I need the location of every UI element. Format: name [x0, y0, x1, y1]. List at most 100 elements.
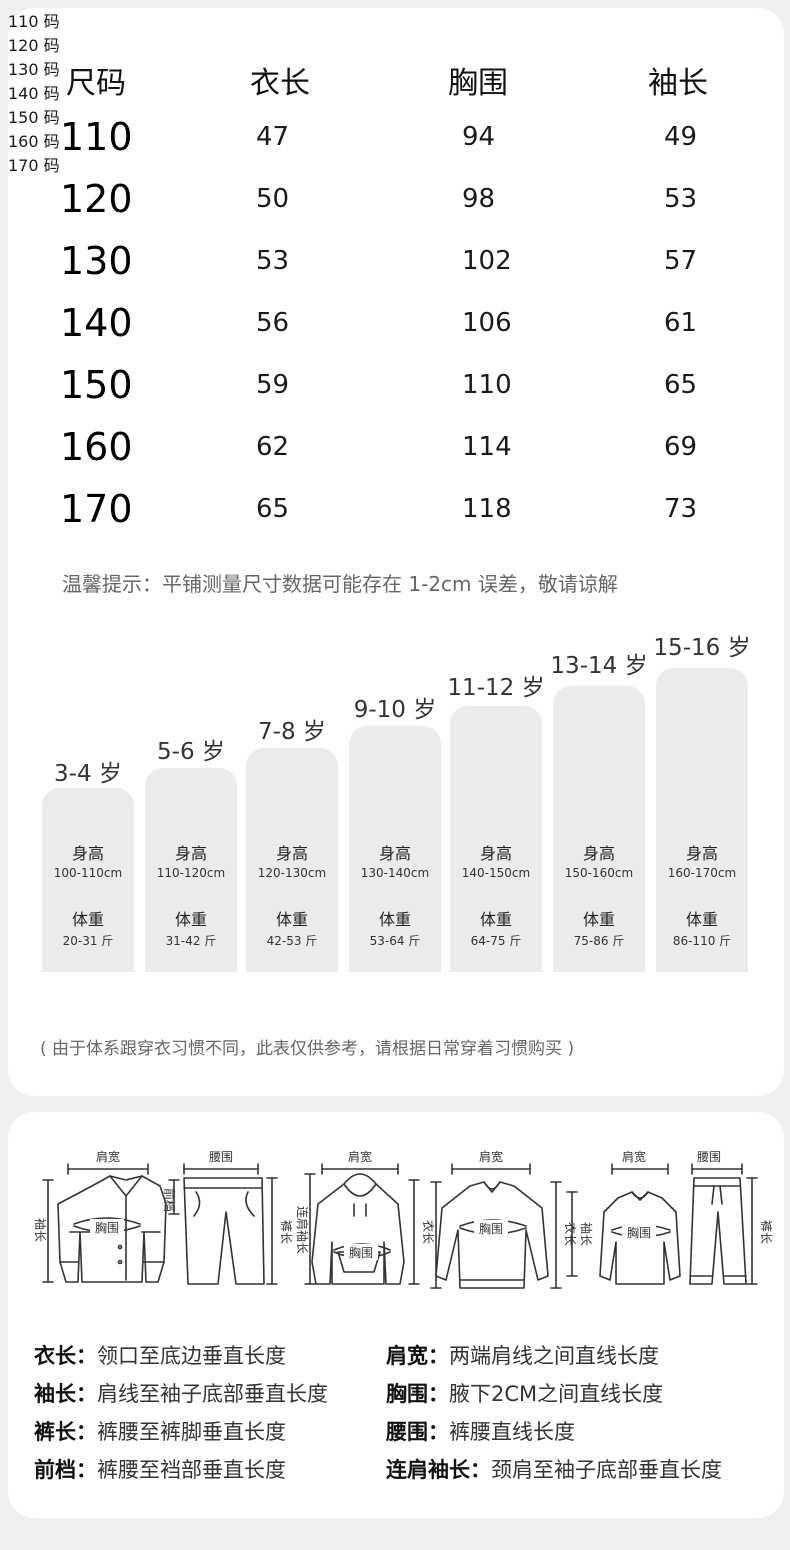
- definition-item: 腰围：裤腰直线长度: [386, 1420, 575, 1444]
- chest-cell: 114: [462, 432, 512, 462]
- table-row: 150 59 110 65: [8, 354, 784, 416]
- sleeve-label: 袖长: [33, 1218, 48, 1242]
- size-code: 170 码: [8, 156, 60, 175]
- header-sleeve: 袖长: [648, 66, 708, 101]
- sleeve-cell: 57: [664, 246, 698, 276]
- sleeve-cell: 53: [664, 184, 698, 214]
- hoodie-icon: [311, 1173, 405, 1285]
- guide-column: 7-8 岁 身高 120-130cm 体重 42-53 斤: [246, 712, 338, 972]
- definition-term: 胸围: [386, 1382, 428, 1406]
- front-rise-label: 前档: [162, 1188, 177, 1212]
- raglan-sleeve-label: 连肩袖长: [295, 1206, 310, 1254]
- definition-desc: 裤腰至裆部垂直长度: [97, 1458, 286, 1482]
- height-label: 身高: [174, 844, 207, 863]
- guide-column: 5-6 岁 身高 110-120cm 体重 31-42 斤: [145, 732, 237, 972]
- definition-item: 肩宽：两端肩线之间直线长度: [386, 1344, 659, 1368]
- guide-bar: [349, 726, 441, 972]
- measurement-guide-card: 肩宽 腰围 肩宽 肩宽 肩宽 腰围 胸围 胸围 胸围 胸围 袖长 前档 裤长 连…: [8, 1112, 784, 1518]
- height-value: 150-160cm: [564, 866, 634, 880]
- definition-desc: 裤腰直线长度: [449, 1420, 575, 1444]
- size-code: 150 码: [8, 108, 60, 127]
- size-code: 120 码: [8, 36, 60, 55]
- size-code: 110 码: [8, 12, 60, 31]
- definition-desc: 领口至底边垂直长度: [97, 1344, 286, 1368]
- guide-column: 9-10 岁 身高 130-140cm 体重 53-64 斤: [349, 690, 441, 972]
- guide-column: 13-14 岁 身高 150-160cm 体重 75-86 斤: [550, 646, 648, 972]
- height-label: 身高: [71, 844, 104, 863]
- chest-cell: 102: [462, 246, 512, 276]
- weight-value: 64-75 斤: [470, 934, 522, 948]
- height-label: 身高: [479, 844, 512, 863]
- height-label: 身高: [275, 844, 308, 863]
- chest-cell: 94: [462, 122, 496, 152]
- length-cell: 47: [256, 122, 290, 152]
- age-label: 9-10 岁: [353, 697, 437, 723]
- weight-value: 31-42 斤: [165, 934, 217, 948]
- reference-note: ( 由于体系跟穿衣习惯不同，此表仅供参考，请根据日常穿着习惯购买 ): [40, 1039, 575, 1059]
- definition-item: 衣长：领口至底边垂直长度: [34, 1344, 286, 1368]
- weight-label: 体重: [71, 910, 104, 929]
- age-label: 5-6 岁: [157, 739, 225, 765]
- shoulder-label: 肩宽: [96, 1149, 120, 1164]
- pants-length-label: 裤长: [759, 1220, 773, 1244]
- sleeve-cell: 49: [664, 122, 698, 152]
- guide-column: 11-12 岁 身高 140-150cm 体重 64-75 斤: [447, 668, 545, 972]
- chest-label: 胸围: [627, 1225, 651, 1240]
- sleeve-cell: 73: [664, 494, 698, 524]
- size-code: 140 码: [8, 84, 60, 103]
- definition-term: 裤长: [34, 1420, 76, 1444]
- size-cell: 160: [60, 425, 133, 469]
- chest-cell: 118: [462, 494, 512, 524]
- guide-bar: [246, 748, 338, 972]
- definition-term: 连肩袖长: [386, 1458, 470, 1482]
- weight-value: 75-86 斤: [573, 934, 625, 948]
- weight-label: 体重: [174, 910, 207, 929]
- definition-desc: 颈肩至袖子底部垂直长度: [491, 1458, 722, 1482]
- definition-term: 肩宽: [386, 1344, 428, 1368]
- weight-label: 体重: [275, 910, 308, 929]
- guide-bar: [553, 686, 645, 972]
- definition-desc: 腋下2CM之间直线长度: [449, 1382, 664, 1406]
- age-label: 7-8 岁: [258, 719, 326, 745]
- definition-desc: 裤腰至裤脚垂直长度: [97, 1420, 286, 1444]
- age-label: 15-16 岁: [653, 635, 751, 661]
- weight-label: 体重: [582, 910, 615, 929]
- height-label: 身高: [582, 844, 615, 863]
- size-cell: 110: [60, 115, 133, 159]
- height-value: 160-170cm: [667, 866, 737, 880]
- joggers-icon: [689, 1177, 747, 1285]
- length-label: 衣长: [421, 1220, 436, 1244]
- size-cell: 120: [60, 177, 133, 221]
- guide-column: 3-4 岁 身高 100-110cm 体重 20-31 斤: [42, 742, 134, 972]
- weight-value: 53-64 斤: [369, 934, 421, 948]
- height-value: 120-130cm: [257, 866, 327, 880]
- weight-value: 86-110 斤: [672, 934, 732, 948]
- definition-term: 袖长: [34, 1382, 76, 1406]
- length-label: 衣长: [563, 1222, 578, 1246]
- header-chest: 胸围: [448, 66, 508, 101]
- age-label: 3-4 岁: [54, 761, 122, 787]
- chest-label: 胸围: [479, 1221, 503, 1236]
- definition-term: 衣长: [34, 1344, 76, 1368]
- height-label: 身高: [378, 844, 411, 863]
- length-cell: 62: [256, 432, 290, 462]
- definition-term: 腰围: [386, 1420, 428, 1444]
- length-cell: 53: [256, 246, 290, 276]
- definition-item: 袖长：肩线至袖子底部垂直长度: [34, 1382, 328, 1406]
- header-length: 衣长: [250, 66, 310, 101]
- size-table-card: 尺码 衣长 胸围 袖长 110 47 94 49 120 50 98 53 13…: [8, 8, 784, 1096]
- sweater-icon: [435, 1181, 549, 1289]
- table-row: 130 53 102 57: [8, 230, 784, 292]
- chest-cell: 106: [462, 308, 512, 338]
- chest-cell: 98: [462, 184, 496, 214]
- table-row: 160 62 114 69: [8, 416, 784, 478]
- length-cell: 56: [256, 308, 290, 338]
- weight-value: 42-53 斤: [266, 934, 318, 948]
- shoulder-label: 肩宽: [479, 1149, 503, 1164]
- waist-label: 腰围: [209, 1150, 233, 1164]
- weight-label: 体重: [685, 910, 718, 929]
- size-cell: 150: [60, 363, 133, 407]
- height-value: 140-150cm: [461, 866, 531, 880]
- guide-bar: [450, 706, 542, 972]
- chest-cell: 110: [462, 370, 512, 400]
